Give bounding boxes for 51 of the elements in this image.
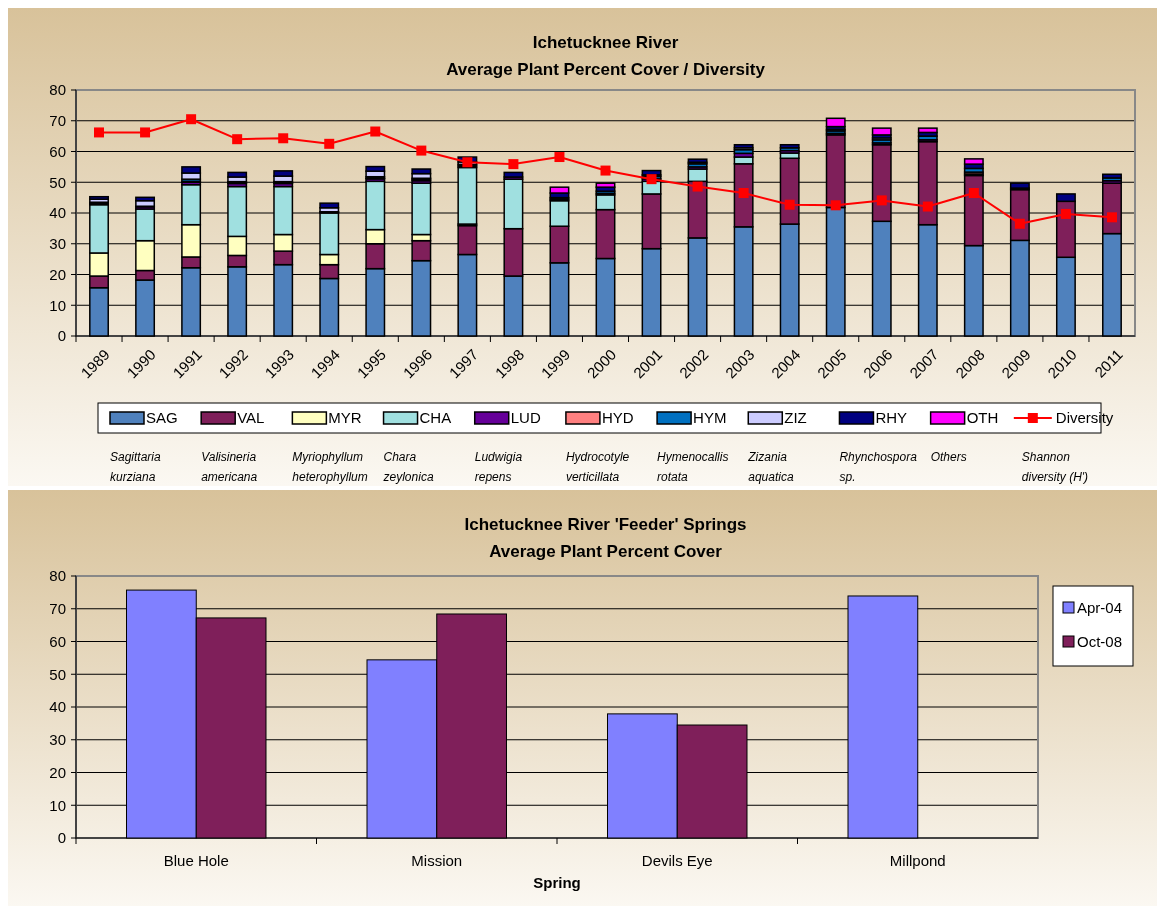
x-axis-title: Spring — [533, 874, 581, 891]
text: Hydrocotyle verticillata — [565, 450, 630, 484]
legend-label: Diversity — [1055, 409, 1114, 426]
y-tick-label: 70 — [49, 112, 66, 129]
chart-title: Ichetucknee River 'Feeder' Springs — [464, 515, 747, 534]
y-tick-label: 20 — [49, 265, 66, 283]
y-tick-label: 40 — [49, 204, 66, 222]
legend-label: ZIZ — [784, 409, 807, 426]
y-tick-label: 50 — [49, 173, 66, 191]
text: Shannon diversity (H') — [1021, 450, 1089, 484]
text: Ludwigia repens — [474, 450, 523, 484]
legend-label: RHY — [875, 409, 908, 426]
text: Zizania aquatica — [747, 450, 794, 484]
text: Valisineria americana — [201, 450, 258, 484]
y-tick-label: 20 — [49, 763, 66, 781]
y-tick-label: 10 — [49, 296, 66, 314]
y-tick-label: 30 — [49, 731, 66, 748]
y-tick-label: 0 — [57, 829, 66, 847]
legend-label: OTH — [966, 409, 999, 426]
chart-subtitle: Average Plant Percent Cover / Diversity — [446, 60, 766, 79]
x-tick-label: Mission — [411, 852, 463, 869]
legend-label: HYM — [693, 409, 727, 426]
y-tick-label: 70 — [49, 600, 66, 617]
y-tick-label: 50 — [49, 665, 66, 683]
chart-title: Ichetucknee River — [532, 33, 679, 52]
legend-label: Apr-04 — [1077, 599, 1123, 616]
chart-subtitle: Average Plant Percent Cover — [489, 542, 723, 561]
legend-label: SAG — [146, 409, 178, 426]
y-tick-label: 60 — [49, 632, 66, 650]
text: Others — [930, 450, 967, 464]
y-tick-label: 0 — [57, 327, 66, 345]
text: Chara zeylonica — [382, 450, 434, 484]
legend-label: HYD — [601, 409, 634, 426]
y-tick-label: 10 — [49, 796, 66, 814]
y-tick-label: 40 — [49, 698, 66, 716]
legend-label: VAL — [237, 409, 265, 426]
y-tick-label: 80 — [49, 81, 66, 99]
legend-label: LUD — [510, 409, 541, 426]
text: Sagittaria kurziana — [110, 450, 162, 484]
legend-label: CHA — [419, 409, 452, 426]
x-tick-label: Millpond — [889, 852, 946, 869]
x-tick-label: Devils Eye — [641, 852, 713, 869]
text: Myriophyllum heterophyllum — [292, 450, 368, 484]
text: Rhynchospora sp. — [839, 450, 918, 484]
y-tick-label: 30 — [49, 235, 66, 252]
legend-label: MYR — [328, 409, 362, 426]
y-tick-label: 80 — [49, 567, 66, 585]
text: Hymenocallis rotata — [657, 450, 729, 484]
x-tick-label: Blue Hole — [163, 852, 229, 869]
legend-label: Oct-08 — [1077, 633, 1123, 650]
y-tick-label: 60 — [49, 142, 66, 160]
